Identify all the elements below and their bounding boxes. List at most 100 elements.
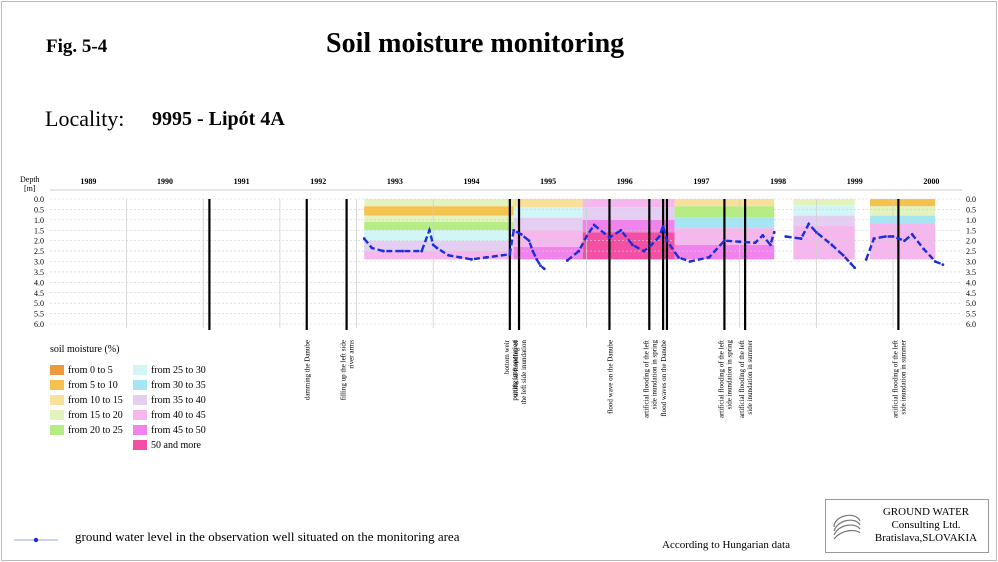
company-line-2: Consulting Ltd.: [891, 519, 961, 531]
groundwater-point: [891, 235, 895, 238]
groundwater-point: [631, 243, 634, 247]
depth-tick-label-left: 1.5: [34, 226, 44, 235]
groundwater-point: [619, 228, 623, 232]
groundwater-point: [738, 240, 742, 244]
depth-tick-label-left: 1.0: [34, 216, 44, 225]
axes-layer: 1989 1990 1991 1992 1993 1994 1995 1996 1997 1998…: [34, 177, 976, 329]
groundwater-point: [753, 241, 757, 245]
event-label: side inundation in spring: [650, 340, 658, 410]
groundwater-point: [608, 236, 611, 239]
heatmap-cell: [364, 206, 514, 216]
event-label: bottom weir: [503, 339, 511, 374]
year-tick-label: 1993: [387, 177, 403, 186]
figure-label: Fig. 5-4: [46, 36, 108, 57]
event-label: side inundation in spring: [725, 340, 733, 410]
groundwater-point: [761, 234, 765, 237]
groundwater-point: [933, 260, 937, 263]
depth-tick-label-left: 0.0: [34, 195, 44, 204]
depth-tick-label-right: 3.0: [966, 258, 976, 267]
heatmap-cell: [364, 215, 514, 222]
depth-unit: [m]: [24, 184, 36, 193]
groundwater-point: [665, 239, 669, 243]
depth-axis-title: Depth [m]: [20, 175, 40, 193]
groundwater-point: [531, 249, 535, 253]
groundwater-point: [784, 235, 788, 238]
heatmap-cell: [582, 207, 675, 220]
legend-swatch: [133, 395, 147, 405]
event-label: putting into operation: [511, 340, 519, 401]
depth-tick-label-right: 2.0: [966, 237, 976, 246]
groundwater-point: [542, 267, 546, 271]
legend-swatch: [133, 440, 147, 450]
groundwater-point: [431, 243, 435, 247]
groundwater-point: [799, 237, 803, 240]
year-tick-label: 1994: [464, 177, 480, 186]
heatmap-cell: [513, 246, 583, 260]
legend-swatch: [50, 380, 64, 390]
legend-swatch: [50, 365, 64, 375]
legend-label: from 10 to 15: [68, 395, 123, 406]
locality-value: 9995 - Lipót 4A: [152, 108, 285, 130]
groundwater-point: [500, 253, 504, 257]
event-label: side inundation in summer: [899, 339, 907, 414]
groundwater-point: [841, 253, 845, 257]
year-tick-label: 1992: [310, 177, 326, 186]
heatmap-cell: [364, 230, 514, 241]
source-note: According to Hungarian data: [662, 539, 790, 551]
depth-tick-label-left: 3.5: [34, 268, 44, 277]
year-tick-label: 1990: [157, 177, 173, 186]
depth-tick-label-right: 1.5: [966, 226, 976, 235]
groundwater-point: [577, 249, 581, 253]
groundwater-point: [485, 255, 489, 259]
depth-tick-label-right: 0.0: [966, 195, 976, 204]
depth-tick-label-left: 2.5: [34, 247, 44, 256]
depth-tick-label-left: 6.0: [34, 320, 44, 329]
legend-swatch: [133, 380, 147, 390]
locality-label: Locality:: [45, 106, 125, 131]
depth-tick-label-left: 0.5: [34, 205, 44, 214]
grid-layer: [50, 198, 962, 328]
legend-swatch: [50, 395, 64, 405]
heatmap-cell: [364, 251, 514, 260]
company-name: GROUND WATER Consulting Ltd. Bratislava,…: [866, 506, 986, 545]
groundwater-point: [688, 260, 692, 263]
legend-label: from 40 to 45: [151, 410, 206, 421]
groundwater-point: [535, 258, 539, 261]
heatmap-cell: [364, 221, 514, 231]
legend-title: soil moisture (%): [50, 344, 120, 355]
event-label: flood waves on the Danube: [660, 340, 668, 417]
depth-tick-label-right: 5.5: [966, 310, 976, 319]
groundwater-point: [807, 222, 811, 226]
year-tick-label: 1991: [234, 177, 250, 186]
heatmap-cell: [870, 206, 936, 216]
heatmap-cell: [513, 207, 583, 218]
depth-tick-label-right: 0.5: [966, 205, 976, 214]
event-lines-layer: damming the Danube filling up the left si…: [208, 199, 907, 418]
heatmap-cell: [582, 199, 675, 208]
company-line-1: GROUND WATER: [882, 506, 970, 518]
year-tick-label: 1995: [540, 177, 556, 186]
groundwater-point: [435, 246, 439, 250]
groundwater-line: [363, 226, 546, 270]
groundwater-line: [566, 222, 776, 263]
groundwater-line: [785, 221, 856, 269]
groundwater-point: [772, 230, 776, 234]
heatmap-cell: [793, 205, 855, 216]
groundwater-legend-symbol: [14, 537, 58, 543]
groundwater-point: [508, 252, 512, 256]
heatmap-cell: [793, 199, 855, 206]
year-tick-label: 1989: [80, 177, 96, 186]
year-tick-label: 2000: [923, 177, 939, 186]
depth-tick-label-right: 4.5: [966, 289, 976, 298]
depth-tick-label-left: 4.0: [34, 278, 44, 287]
legend-swatch: [50, 425, 64, 435]
groundwater-point: [723, 239, 726, 243]
company-logo-icon: [833, 514, 861, 540]
legend-label: from 5 to 10: [68, 380, 118, 391]
groundwater-point: [519, 233, 523, 236]
groundwater-point: [470, 258, 473, 261]
groundwater-point: [447, 253, 450, 257]
depth-tick-label-right: 5.0: [966, 299, 976, 308]
groundwater-point: [565, 259, 569, 262]
